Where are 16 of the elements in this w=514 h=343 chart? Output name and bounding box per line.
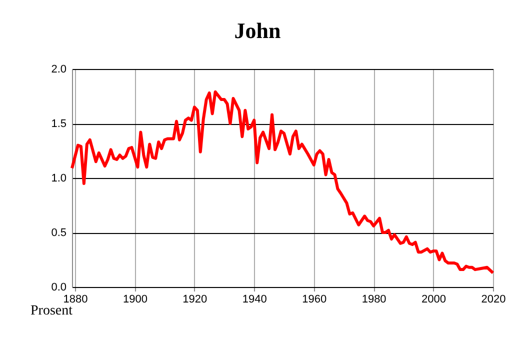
x-tick-label: 1920: [182, 294, 208, 306]
x-tick-label: 2000: [422, 294, 446, 306]
y-tick-label: 0.0: [51, 282, 66, 294]
line-series: [70, 90, 494, 274]
y-tick-label: 2.0: [51, 64, 66, 76]
chart-title: John: [234, 18, 281, 43]
x-tick-label: 2020: [481, 294, 506, 306]
y-tick-label: 1.0: [51, 172, 66, 184]
y-axis-title: Prosent: [30, 304, 73, 318]
x-tick-label: 1960: [302, 294, 327, 306]
y-tick-label: 0.5: [51, 227, 66, 239]
x-tick-label: 1980: [362, 294, 386, 306]
x-tick-label: 1900: [122, 294, 148, 306]
x-tick-label: 1940: [242, 294, 267, 306]
x-tick-label: 1880: [63, 294, 88, 306]
y-tick-label: 1.5: [51, 118, 66, 130]
